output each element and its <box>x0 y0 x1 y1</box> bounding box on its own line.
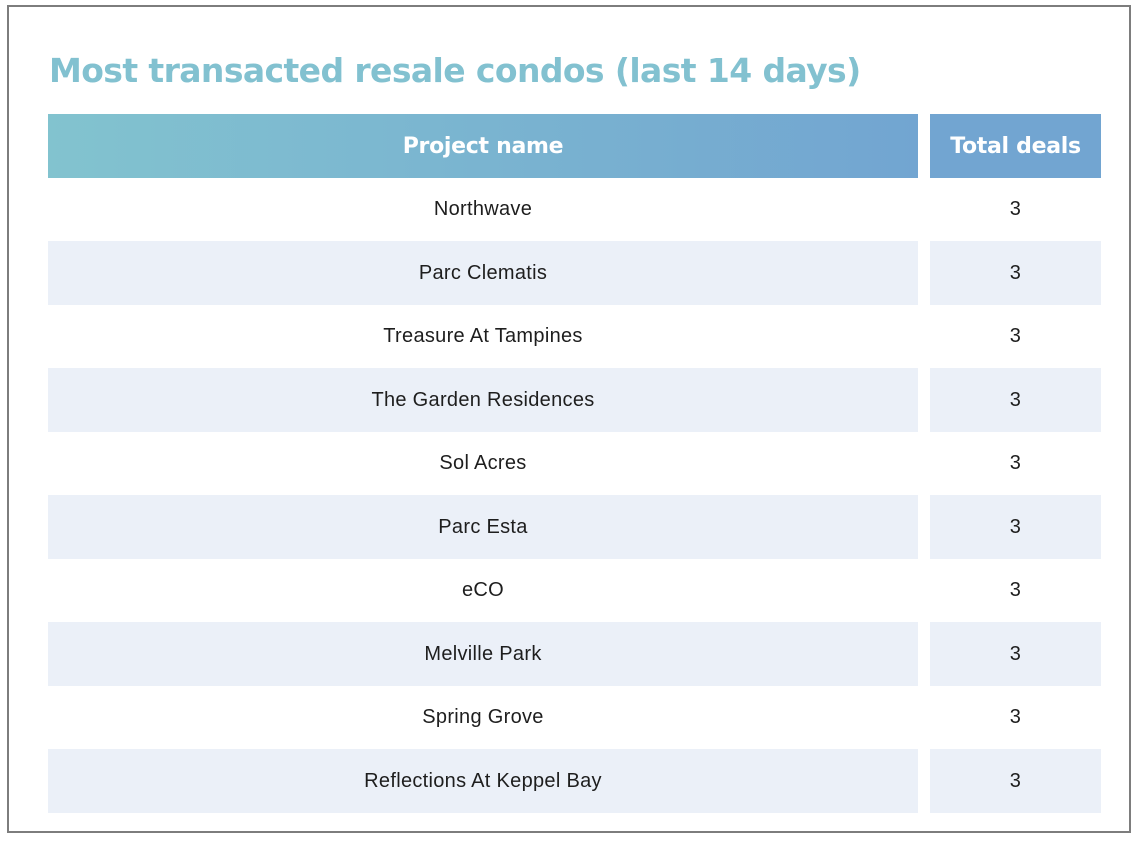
total-deals-cell: 3 <box>1009 325 1022 347</box>
project-name-cell: Sol Acres <box>439 452 527 474</box>
column-gap <box>918 686 930 750</box>
total-deals-cell: 3 <box>1009 579 1022 601</box>
total-deals-cell: 3 <box>1009 198 1022 220</box>
column-gap <box>918 495 930 559</box>
project-name-cell: Spring Grove <box>422 706 544 728</box>
header-total-deals: Total deals <box>930 114 1101 178</box>
table-row: eCO 3 <box>48 559 1101 623</box>
table-header-row: Project name Total deals <box>48 114 1101 178</box>
report-card: Most transacted resale condos (last 14 d… <box>7 5 1131 833</box>
column-gap <box>918 305 930 369</box>
project-name-cell: Northwave <box>433 198 533 220</box>
project-name-cell: Reflections At Keppel Bay <box>48 749 918 813</box>
total-deals-cell: 3 <box>930 749 1101 813</box>
table-row: Spring Grove 3 <box>48 686 1101 750</box>
table-row: Sol Acres 3 <box>48 432 1101 496</box>
total-deals-cell: 3 <box>1009 452 1022 474</box>
total-deals-cell: 3 <box>930 241 1101 305</box>
column-gap <box>918 241 930 305</box>
column-gap <box>918 559 930 623</box>
header-project-name: Project name <box>48 114 918 178</box>
total-deals-cell: 3 <box>930 368 1101 432</box>
column-gap <box>918 368 930 432</box>
total-deals-cell: 3 <box>930 622 1101 686</box>
condo-table: Project name Total deals Northwave 3 Par… <box>48 114 1101 813</box>
table-row: The Garden Residences 3 <box>48 368 1101 432</box>
project-name-cell: The Garden Residences <box>48 368 918 432</box>
total-deals-cell: 3 <box>930 495 1101 559</box>
table-row: Melville Park 3 <box>48 622 1101 686</box>
table-row: Northwave 3 <box>48 178 1101 242</box>
project-name-cell: Treasure At Tampines <box>383 325 583 347</box>
project-name-cell: Parc Clematis <box>48 241 918 305</box>
column-gap <box>918 622 930 686</box>
column-gap <box>918 749 930 813</box>
project-name-cell: Parc Esta <box>48 495 918 559</box>
project-name-cell: eCO <box>461 579 505 601</box>
table-title: Most transacted resale condos (last 14 d… <box>49 51 861 90</box>
table-row: Parc Esta 3 <box>48 495 1101 559</box>
project-name-cell: Melville Park <box>48 622 918 686</box>
total-deals-cell: 3 <box>1009 706 1022 728</box>
table-row: Treasure At Tampines 3 <box>48 305 1101 369</box>
column-gap <box>918 432 930 496</box>
table-row: Reflections At Keppel Bay 3 <box>48 749 1101 813</box>
table-row: Parc Clematis 3 <box>48 241 1101 305</box>
column-gap <box>918 178 930 242</box>
column-gap <box>918 114 930 178</box>
